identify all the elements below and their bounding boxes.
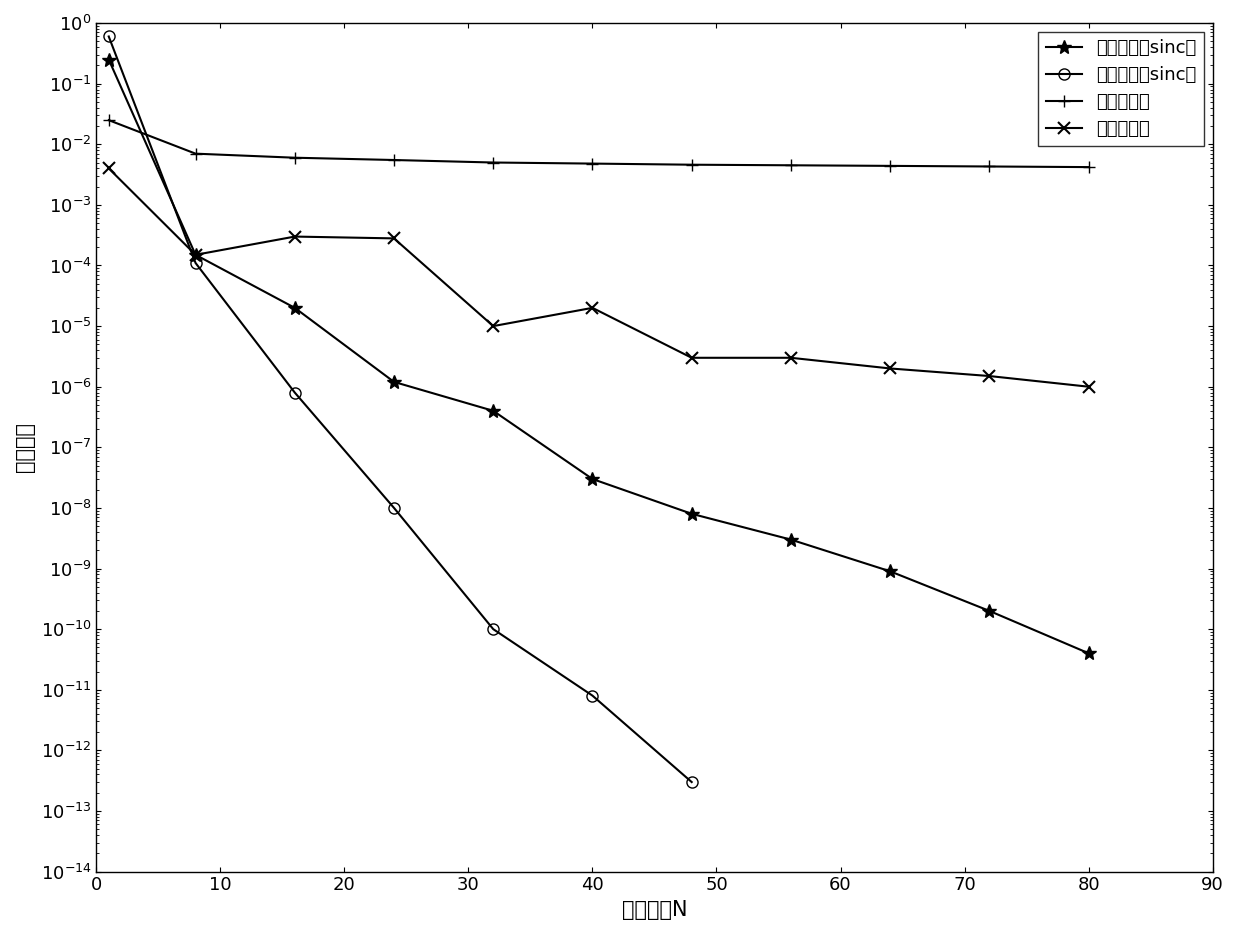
中心差分法 <box>783 352 798 364</box>
Legend: 单指数变换sinc法, 双指数变换sinc法, 后退欧拉法, 中心差分法: 单指数变换sinc法, 双指数变换sinc法, 后退欧拉法, 中心差分法 <box>1038 32 1203 146</box>
后退欧拉法 <box>783 160 798 171</box>
后退欧拉法 <box>983 161 997 172</box>
单指数变换sinc法 <box>102 54 116 65</box>
单指数变换sinc法 <box>983 605 997 616</box>
双指数变换sinc法 <box>585 690 600 701</box>
后退欧拉法 <box>486 157 501 168</box>
单指数变换sinc法 <box>486 405 501 416</box>
中心差分法 <box>1082 381 1097 393</box>
单指数变换sinc法 <box>287 302 302 313</box>
双指数变换sinc法 <box>188 257 203 268</box>
双指数变换sinc法 <box>684 776 699 787</box>
Y-axis label: 最大误差: 最大误差 <box>15 423 35 472</box>
中心差分法 <box>684 352 699 364</box>
中心差分法 <box>882 363 897 374</box>
双指数变换sinc法 <box>486 624 501 635</box>
中心差分法 <box>983 370 997 381</box>
单指数变换sinc法 <box>387 376 401 387</box>
单指数变换sinc法 <box>882 566 897 577</box>
双指数变换sinc法 <box>287 387 302 398</box>
中心差分法 <box>387 233 401 244</box>
单指数变换sinc法 <box>684 509 699 520</box>
中心差分法 <box>102 163 116 174</box>
Line: 单指数变换sinc法: 单指数变换sinc法 <box>102 52 1095 660</box>
后退欧拉法 <box>102 115 116 126</box>
Line: 双指数变换sinc法: 双指数变换sinc法 <box>103 31 698 787</box>
后退欧拉法 <box>585 158 600 169</box>
单指数变换sinc法 <box>1082 648 1097 659</box>
中心差分法 <box>585 302 600 313</box>
双指数变换sinc法 <box>102 31 116 42</box>
Line: 后退欧拉法: 后退欧拉法 <box>103 114 1095 173</box>
单指数变换sinc法 <box>585 473 600 484</box>
双指数变换sinc法 <box>387 502 401 513</box>
后退欧拉法 <box>387 154 401 165</box>
后退欧拉法 <box>1082 162 1097 173</box>
后退欧拉法 <box>684 159 699 170</box>
中心差分法 <box>188 250 203 261</box>
单指数变换sinc法 <box>783 534 798 545</box>
单指数变换sinc法 <box>188 250 203 261</box>
后退欧拉法 <box>882 160 897 171</box>
X-axis label: 采样点数N: 采样点数N <box>622 900 688 920</box>
中心差分法 <box>486 321 501 332</box>
后退欧拉法 <box>188 148 203 159</box>
后退欧拉法 <box>287 152 302 164</box>
中心差分法 <box>287 231 302 242</box>
Line: 中心差分法: 中心差分法 <box>103 162 1095 393</box>
